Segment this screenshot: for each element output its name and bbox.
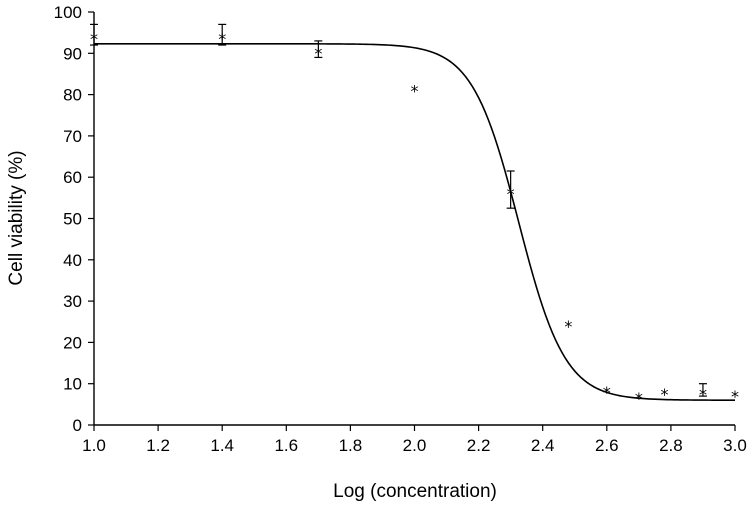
data-point-8: *: [660, 385, 668, 404]
data-point-2: *: [314, 44, 322, 63]
axes: [93, 12, 735, 426]
data-point-6: *: [603, 383, 611, 402]
y-tick-label-8: 80: [63, 86, 82, 105]
y-ticks: 0 10 20 30 40 50 60 70 80 90 100: [54, 3, 94, 435]
y-tick-label-2: 20: [63, 333, 82, 352]
x-tick-label-1: 1.2: [146, 436, 170, 455]
x-tick-label-6: 2.2: [467, 436, 491, 455]
x-tick-label-2: 1.4: [210, 436, 234, 455]
y-tick-label-9: 90: [63, 44, 82, 63]
data-point-4: *: [507, 185, 515, 204]
y-tick-label-5: 50: [63, 210, 82, 229]
y-tick-label-10: 100: [54, 3, 82, 22]
error-bar-2: [314, 40, 323, 59]
fit-curve: [94, 43, 736, 401]
error-bar-1: [218, 23, 227, 46]
data-points: * * * * * * * * * * *: [90, 23, 739, 408]
x-tick-label-4: 1.8: [339, 436, 363, 455]
data-point-1: *: [218, 30, 226, 49]
x-tick-label-0: 1.0: [82, 436, 106, 455]
data-point-0: *: [90, 30, 98, 49]
y-tick-label-3: 30: [63, 292, 82, 311]
error-bar-9: [698, 383, 707, 397]
data-point-9: *: [699, 385, 707, 404]
x-tick-label-9: 2.8: [659, 436, 683, 455]
data-point-10: *: [731, 387, 739, 406]
x-tick-label-5: 2.0: [403, 436, 427, 455]
x-tick-label-10: 3.0: [723, 436, 747, 455]
data-point-3: *: [411, 81, 419, 100]
x-ticks: 1.0 1.2 1.4 1.6 1.8 2.0 2.2 2.4 2.6 2.8 3.0: [82, 425, 747, 455]
error-bar-4: [506, 170, 515, 209]
y-tick-label-6: 60: [63, 168, 82, 187]
y-tick-label-1: 10: [63, 375, 82, 394]
x-axis-title: Log (concentration): [333, 481, 497, 502]
x-tick-label-3: 1.6: [274, 436, 298, 455]
x-tick-label-7: 2.4: [531, 436, 555, 455]
y-tick-label-0: 0: [73, 416, 82, 435]
error-bar-0: [90, 23, 98, 46]
data-point-5: *: [564, 317, 572, 336]
y-axis-title: Cell viability (%): [6, 150, 27, 285]
x-tick-label-8: 2.6: [595, 436, 619, 455]
y-tick-label-7: 70: [63, 127, 82, 146]
data-point-7: *: [635, 389, 643, 408]
y-tick-label-4: 40: [63, 251, 82, 270]
